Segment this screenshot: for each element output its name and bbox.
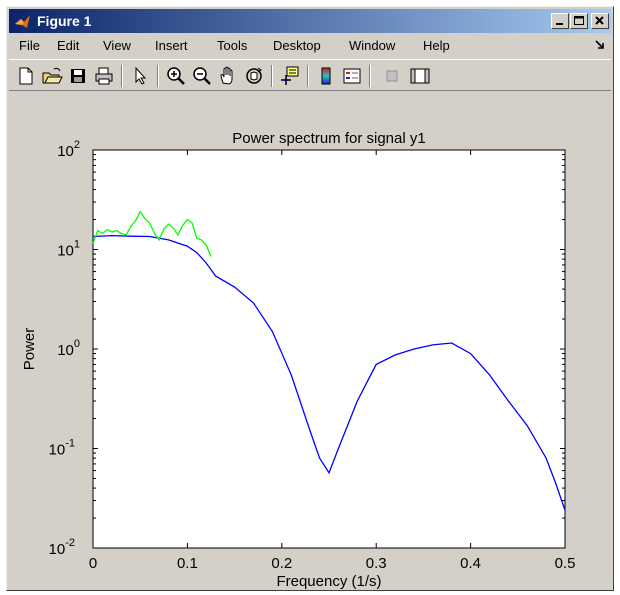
y-tick-label: 10-2 (49, 537, 75, 558)
x-axis-label: Frequency (1/s) (276, 573, 381, 590)
edit-plot-button[interactable] (129, 65, 151, 87)
axes-background (92, 149, 566, 549)
hand-icon (220, 66, 233, 85)
arrow-pointer-icon (135, 66, 147, 85)
hide-plot-tools-button[interactable] (381, 65, 403, 87)
show-plot-tools-icon (410, 68, 430, 84)
close-icon (595, 16, 604, 25)
chart-title: Power spectrum for signal y1 (232, 130, 425, 147)
pan-button[interactable] (217, 65, 239, 87)
toolbar-separator (121, 65, 123, 87)
zoom-out-button[interactable] (191, 65, 213, 87)
x-tick-label: 0 (89, 555, 97, 572)
matlab-logo-icon (15, 15, 30, 28)
legend-icon (343, 68, 361, 84)
save-figure-button[interactable] (67, 65, 89, 87)
dock-figure-icon[interactable] (595, 40, 605, 50)
maximize-button[interactable] (570, 13, 588, 29)
toolbar-separator (157, 65, 159, 87)
menu-edit[interactable]: Edit (57, 38, 80, 53)
title-bar[interactable]: Figure 1 (9, 9, 611, 33)
zoom-in-button[interactable] (165, 65, 187, 87)
menu-tools[interactable]: Tools (217, 38, 248, 53)
rotate-3d-button[interactable] (243, 65, 265, 87)
series-line-2 (92, 210, 212, 257)
y-tick-label: 100 (57, 338, 80, 359)
insert-legend-button[interactable] (341, 65, 363, 87)
data-cursor-icon (281, 66, 299, 85)
x-tick-label: 0.1 (177, 555, 198, 572)
minimize-button[interactable] (551, 13, 569, 29)
x-tick-labels: 0 0.1 0.2 0.3 0.4 0.5 (89, 555, 576, 572)
figure-toolbar (9, 59, 611, 91)
close-button[interactable] (591, 13, 609, 29)
y-tick-label: 102 (57, 139, 80, 160)
toolbar-separator (271, 65, 273, 87)
hide-plot-tools-icon (386, 70, 398, 82)
figure-window: Figure 1 File Edit View Insert Tools Des… (6, 6, 614, 591)
menu-view[interactable]: View (103, 38, 131, 53)
y-axis-label: Power (21, 328, 38, 371)
plot-lines (92, 210, 566, 511)
x-tick-label: 0.5 (555, 555, 576, 572)
new-figure-button[interactable] (15, 65, 37, 87)
menu-bar: File Edit View Insert Tools Desktop Wind… (9, 35, 611, 57)
rotate-3d-icon (246, 67, 262, 84)
axes-ticks (92, 149, 566, 549)
menu-insert[interactable]: Insert (155, 38, 188, 53)
toolbar-separator (369, 65, 371, 87)
menu-window[interactable]: Window (349, 38, 396, 53)
zoom-in-icon (167, 67, 185, 85)
menu-help[interactable]: Help (423, 38, 450, 53)
colorbar-icon (321, 67, 331, 85)
x-tick-label: 0.3 (366, 555, 387, 572)
window-title: Figure 1 (37, 13, 92, 29)
print-figure-button[interactable] (93, 65, 115, 87)
zoom-out-icon (193, 67, 211, 85)
menu-desktop[interactable]: Desktop (273, 38, 321, 53)
x-tick-label: 0.2 (271, 555, 292, 572)
y-tick-labels: 102 101 100 10-1 10-2 (49, 139, 80, 558)
x-tick-label: 0.4 (460, 555, 481, 572)
minimize-icon (556, 23, 563, 25)
save-disk-icon (71, 69, 85, 83)
y-tick-label: 101 (57, 239, 80, 260)
insert-colorbar-button[interactable] (315, 65, 337, 87)
new-file-icon (19, 67, 33, 85)
y-tick-label: 10-1 (49, 438, 75, 459)
show-plot-tools-button[interactable] (409, 65, 431, 87)
maximize-icon (574, 16, 584, 25)
series-line-1 (92, 234, 566, 511)
data-cursor-button[interactable] (279, 65, 301, 87)
menu-file[interactable]: File (19, 38, 40, 53)
printer-icon (95, 67, 113, 85)
toolbar-separator (307, 65, 309, 87)
open-folder-icon (42, 67, 63, 84)
figure-canvas: Power spectrum for signal y1 Frequency (… (21, 130, 576, 590)
open-file-button[interactable] (41, 65, 63, 87)
